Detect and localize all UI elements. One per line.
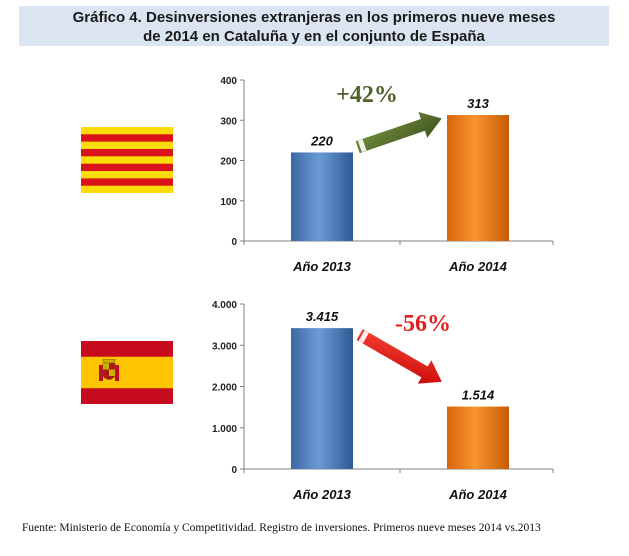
increase-arrow-icon: [353, 109, 445, 156]
decrease-arrow-icon: [354, 327, 445, 386]
change-annotation: -56%: [395, 311, 451, 337]
catalonia-flag-icon: [81, 127, 173, 193]
y-tick-label: 3.000: [212, 341, 237, 352]
bar-2013: [291, 152, 353, 241]
bar-2013: [291, 328, 353, 469]
y-tick-label: 4.000: [212, 300, 237, 311]
chart-spain: 0 1.000 2.000 3.000 4.000 3.415 Año 2013 1.514 A…: [212, 300, 554, 502]
category-label: Año 2014: [448, 259, 508, 274]
change-annotation: +42%: [336, 82, 398, 108]
data-label: 313: [467, 96, 489, 111]
y-tick-label: 300: [220, 116, 237, 127]
category-label: Año 2013: [292, 259, 352, 274]
chart-title: Gráfico 4. Desinversiones extranjeras en…: [19, 6, 609, 46]
chart-catalonia: 0 100 200 300 400 220 Año 2013 313 Año 2014 +42%: [220, 76, 554, 274]
y-tick-label: 1.000: [212, 424, 237, 435]
bar-2014: [447, 115, 509, 241]
y-tick-label: 2.000: [212, 383, 237, 394]
spain-flag-icon: [81, 341, 173, 404]
data-label: 220: [310, 133, 333, 148]
y-tick-label: 100: [220, 197, 237, 208]
y-tick-label: 0: [231, 465, 237, 476]
y-tick-label: 0: [231, 237, 237, 248]
category-label: Año 2014: [448, 487, 508, 502]
y-tick-label: 200: [220, 157, 237, 168]
bar-2014: [447, 406, 509, 469]
title-line-2: de 2014 en Cataluña y en el conjunto de …: [143, 28, 485, 45]
data-label: 3.415: [306, 309, 339, 324]
coat-of-arms-icon: [99, 359, 119, 381]
category-label: Año 2013: [292, 487, 352, 502]
y-tick-label: 400: [220, 76, 237, 87]
title-line-1: Gráfico 4. Desinversiones extranjeras en…: [72, 9, 556, 26]
data-label: 1.514: [462, 388, 495, 403]
source-note: Fuente: Ministerio de Economía y Competi…: [22, 522, 541, 534]
